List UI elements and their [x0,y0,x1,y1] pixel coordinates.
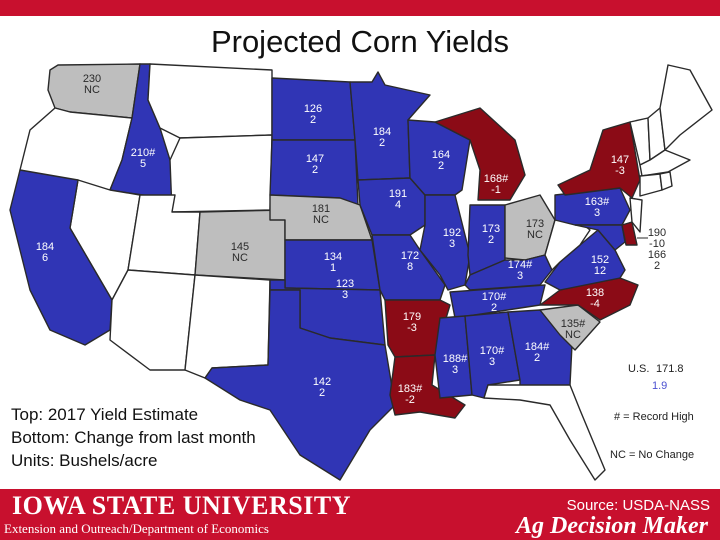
state-shape-tx [204,289,396,481]
footer-banner: Iowa State University Extension and Outr… [0,489,720,540]
state-shape-la [389,354,466,419]
record-high-note: # = Record High [614,411,694,423]
source-note: Source: USDA-NASS [566,497,710,514]
state-shape-nd [271,77,356,141]
state-shape-mn [349,71,431,181]
state-shape-sc [539,304,601,351]
legend-line-units: Units: Bushels/acre [11,451,158,470]
state-shape-ri [659,171,673,191]
us-total-change: 1.9 [652,380,668,392]
state-shape-ia [357,177,426,236]
top-accent-bar [0,0,720,16]
no-change-note: NC = No Change [610,449,695,461]
state-shape-ms [434,315,473,399]
ag-decision-maker-wordmark: Ag Decision Maker [516,513,708,539]
legend-line-yield: Top: 2017 Yield Estimate [11,405,199,424]
state-shape-mi [434,107,526,201]
state-shape-me [659,64,713,151]
state-shape-ny [557,121,641,199]
state-shape-fl [483,384,606,481]
state-shape-wy [169,134,273,213]
state-shape-mt [147,63,273,139]
legend-line-change: Bottom: Change from last month [11,428,256,447]
department-name: Extension and Outreach/Department of Eco… [4,521,269,536]
state-shape-ca [9,169,113,346]
state-shape-ks [284,239,381,291]
map-title: Projected Corn Yields [210,24,510,59]
state-shape-nj [629,197,643,233]
state-shape-ct [639,173,663,197]
university-wordmark: Iowa State University [12,491,351,520]
us-corn-yield-map [9,63,713,481]
state-shape-az [109,269,196,371]
us-total-value: 171.8 [656,363,684,375]
state-shape-de [621,221,638,246]
state-shape-il [419,194,471,291]
state-shape-md [574,224,626,251]
us-total-label: U.S. [628,363,650,375]
state-shape-nm [184,274,271,379]
state-shape-mo [371,234,446,301]
